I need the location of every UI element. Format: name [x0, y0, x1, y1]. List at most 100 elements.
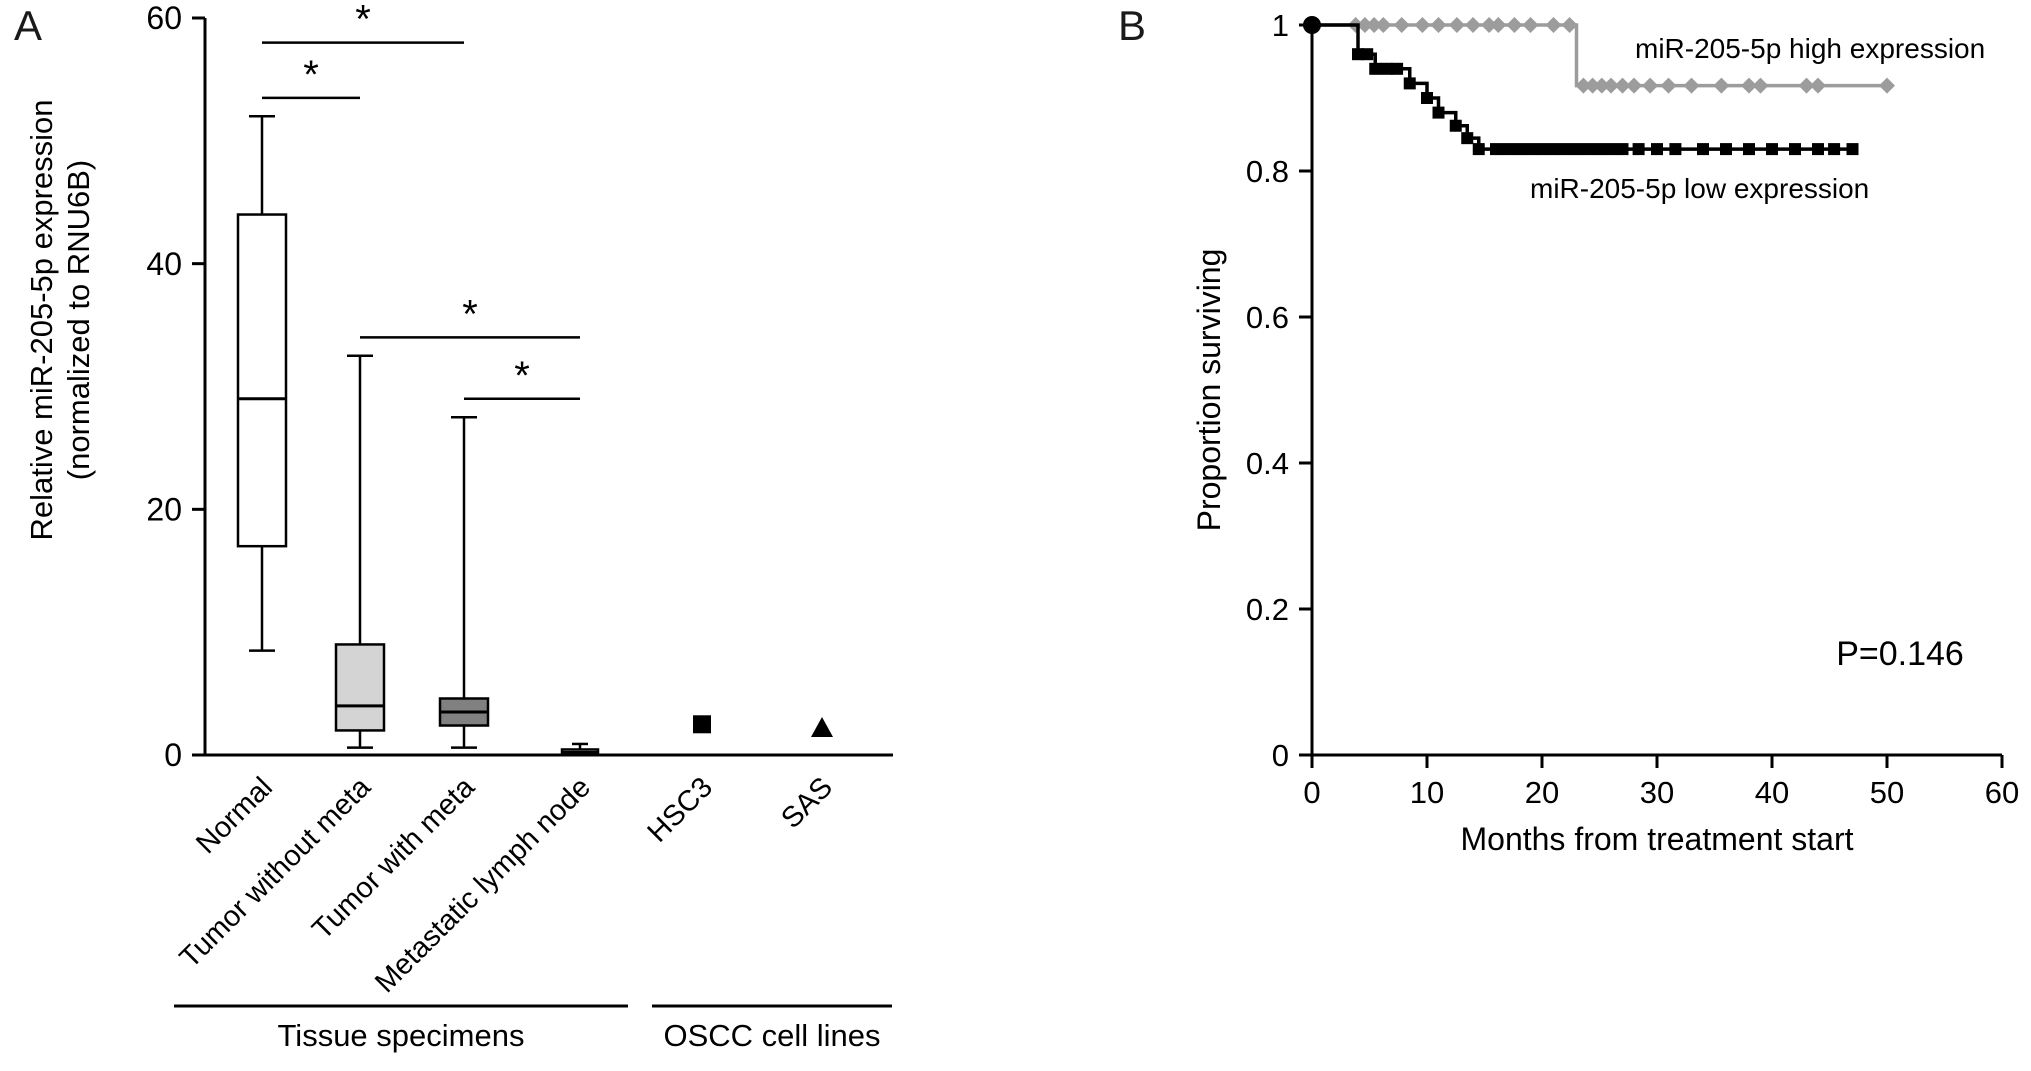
a-y-tick-label: 40 [146, 246, 182, 282]
b-x-tick-label: 0 [1303, 775, 1320, 810]
censor-mark-square [1369, 62, 1382, 75]
censor-mark-square [1743, 143, 1755, 156]
b-x-tick-label: 30 [1640, 775, 1674, 810]
censor-mark-square [1432, 106, 1445, 119]
box-whisker-4 [560, 742, 600, 757]
b-y-tick-label: 0.4 [1246, 446, 1289, 481]
censor-mark-diamond [1741, 77, 1757, 94]
box-whisker-3 [438, 415, 490, 749]
censor-mark-diamond [1465, 17, 1481, 33]
censor-mark-square [1472, 143, 1485, 156]
group-label: Tissue specimens [278, 1018, 525, 1053]
a-y-tick-label: 60 [146, 0, 182, 36]
censor-mark-diamond [1683, 77, 1700, 94]
a-y-axis-title-line1: Relative miR-205-5p expression [24, 99, 59, 540]
b-y-tick-label: 0.8 [1246, 154, 1289, 189]
censor-mark-diamond [1584, 77, 1601, 94]
a-category-label: SAS [775, 771, 839, 835]
panel-b-label: B [1118, 2, 1147, 49]
a-y-tick-label: 0 [164, 737, 182, 773]
censor-mark-square [1605, 143, 1617, 156]
censor-mark-square [1632, 143, 1645, 156]
b-x-tick-label: 10 [1410, 775, 1444, 810]
censor-mark-diamond [1798, 77, 1815, 94]
significance-star: * [303, 53, 319, 97]
censor-mark-diamond [1356, 17, 1373, 33]
box-whisker-2 [334, 354, 386, 749]
b-x-tick-label: 50 [1870, 775, 1904, 810]
censor-mark-square [1570, 143, 1583, 156]
censor-mark-square [1789, 143, 1801, 156]
censor-mark-square [1669, 143, 1682, 156]
censor-mark-diamond [1375, 17, 1392, 33]
censor-mark-diamond [1660, 77, 1677, 94]
censor-mark-square [1513, 143, 1525, 156]
censor-mark-square [1361, 48, 1374, 61]
censor-mark-square [1593, 143, 1606, 156]
b-x-tick-label: 40 [1755, 775, 1789, 810]
censor-mark-diamond [1575, 77, 1592, 94]
a-category-label: Metastatic lymph node [369, 771, 597, 999]
censor-mark-diamond [1414, 17, 1431, 33]
panel-b: B 0 0.2 0.4 0.6 0.8 1 0 10 20 30 40 50 60 Months from… [1100, 0, 2031, 1071]
start-dot [1303, 16, 1321, 34]
censor-mark-diamond [1481, 17, 1498, 33]
censor-mark-square [1461, 132, 1474, 145]
censor-mark-square [1651, 143, 1663, 156]
label-low-expression: miR-205-5p low expression [1530, 173, 1869, 204]
censor-mark-diamond [1490, 17, 1507, 33]
b-y-tick-label: 0.2 [1246, 592, 1289, 627]
a-category-label: Tumor without meta [174, 771, 378, 975]
censor-mark-square [1812, 143, 1824, 156]
censor-mark-square [1391, 62, 1404, 75]
censor-mark-diamond [1522, 17, 1539, 33]
b-y-tick-label: 1 [1272, 8, 1289, 43]
censor-mark-diamond [1879, 77, 1895, 94]
censor-mark-square [1582, 143, 1594, 156]
censor-mark-square [1524, 143, 1537, 156]
censor-mark-square [1501, 143, 1514, 156]
a-y-tick-label: 20 [146, 492, 182, 528]
censor-mark-square [1403, 77, 1416, 90]
censor-mark-diamond [1603, 77, 1619, 94]
censor-mark-square [1720, 143, 1732, 156]
censor-mark-square [1846, 143, 1859, 156]
censor-mark-diamond [1713, 77, 1730, 94]
p-value-label: P=0.146 [1836, 635, 1964, 673]
censor-mark-diamond [1430, 17, 1447, 33]
censor-mark-square [1828, 143, 1841, 156]
censor-mark-square [1352, 48, 1364, 61]
box-whisker-1 [236, 115, 288, 652]
a-y-axis-title-line2: (normalized to RNU6B) [61, 160, 96, 480]
b-x-axis-title: Months from treatment start [1460, 821, 1853, 857]
panel-a: A 0 20 40 60 Relative miR-205-5p expression(… [0, 0, 1000, 1071]
censor-mark-square [1547, 143, 1560, 156]
censor-mark-square [1380, 62, 1393, 75]
censor-mark-square [1449, 119, 1462, 132]
a-category-label: HSC3 [642, 771, 719, 848]
censor-mark-diamond [1642, 77, 1659, 94]
censor-mark-diamond [1506, 17, 1523, 33]
label-high-expression: miR-205-5p high expression [1635, 33, 1985, 64]
censor-mark-diamond [1393, 17, 1410, 33]
censor-mark-diamond [1561, 17, 1578, 33]
censor-mark-square [1697, 143, 1709, 156]
censor-mark-square [1536, 143, 1548, 156]
b-y-tick-label: 0 [1272, 738, 1289, 773]
significance-star: * [462, 292, 478, 336]
b-x-tick-label: 60 [1985, 775, 2019, 810]
censor-mark-diamond [1545, 17, 1562, 33]
censor-mark-square [1766, 143, 1778, 156]
censor-mark-diamond [1366, 17, 1383, 33]
censor-mark-square [1616, 143, 1629, 156]
censor-mark-diamond [1593, 77, 1610, 94]
censor-mark-diamond [1810, 77, 1826, 94]
panel-a-label: A [14, 2, 43, 49]
significance-star: * [514, 354, 530, 398]
censor-mark-square [1421, 92, 1433, 104]
b-y-axis-title: Proportion surviving [1191, 249, 1227, 532]
b-x-tick-label: 20 [1525, 775, 1559, 810]
point-sas-triangle [811, 716, 833, 737]
